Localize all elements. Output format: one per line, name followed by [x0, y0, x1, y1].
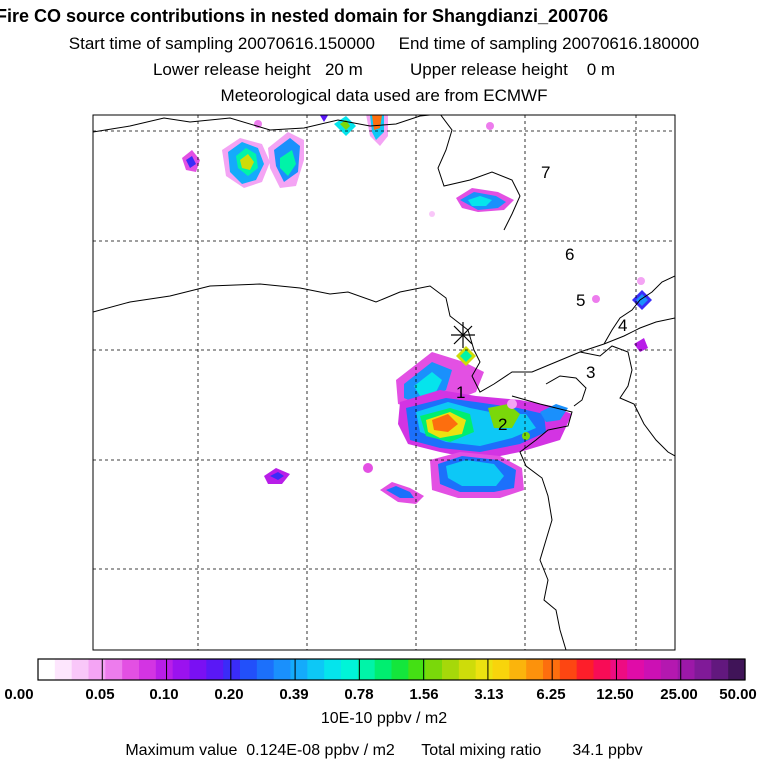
color-bar-swatch: [189, 659, 207, 680]
color-bar-swatch: [694, 659, 712, 680]
end-time-label: End time of sampling: [398, 34, 558, 53]
plume-main: [264, 346, 572, 504]
site-label-2: 2: [498, 415, 507, 434]
tick-label: 6.25: [536, 686, 566, 703]
color-bar-swatch: [71, 659, 90, 680]
color-bar-swatch: [442, 659, 460, 680]
color-bar-swatch: [627, 659, 645, 680]
color-bar-swatch: [408, 659, 426, 680]
plot-title: Fire CO source contributions in nested d…: [0, 6, 609, 26]
tick-label: 0.05: [85, 686, 115, 703]
color-bar-swatch: [155, 659, 174, 680]
release-site-asterisk-icon: [451, 322, 475, 348]
site-label-7: 7: [541, 163, 550, 182]
color-bar-swatch: [139, 659, 157, 680]
color-bar-swatch: [172, 659, 191, 680]
color-bar-swatch: [357, 659, 376, 680]
color-bar-swatch: [88, 659, 106, 680]
color-bar-swatch: [425, 659, 443, 680]
site-labels: 1 2 3 4 5 6 7: [456, 163, 627, 434]
color-bar: [37, 658, 746, 681]
color-bar-swatch: [610, 659, 628, 680]
footer-summary: Maximum value 0.124E-08 ppbv / m2 Total …: [0, 742, 768, 760]
map-frame: [92, 114, 676, 651]
tick-label: 0.20: [214, 686, 244, 703]
color-bar-swatch: [391, 659, 409, 680]
color-bar-swatch: [341, 659, 359, 680]
start-time-value: 20070616.150000: [237, 34, 376, 53]
total-mixing-value: 34.1 ppbv: [572, 742, 643, 759]
color-bar-swatch: [206, 659, 224, 680]
start-time-label: Start time of sampling: [68, 34, 234, 53]
color-bar-swatch: [644, 659, 662, 680]
color-bar-swatch: [324, 659, 342, 680]
color-bar-swatch: [660, 659, 679, 680]
tick-label: 12.50: [596, 686, 634, 703]
color-bar-swatch: [273, 659, 292, 680]
color-bar-swatch: [526, 659, 544, 680]
plume-northwest: [182, 115, 494, 188]
tick-label: 0.78: [344, 686, 374, 703]
sampling-time-line: Start time of sampling 20070616.150000 E…: [0, 34, 768, 54]
color-bar-swatch: [576, 659, 595, 680]
color-bar-swatch: [54, 659, 73, 680]
lower-release-value: 20 m: [324, 60, 363, 79]
tick-label: 1.56: [409, 686, 439, 703]
color-bar-swatch: [223, 659, 241, 680]
color-bar-swatch: [122, 659, 140, 680]
color-bar-swatch: [374, 659, 393, 680]
color-bar-swatch: [677, 659, 696, 680]
color-bar-swatch: [475, 659, 494, 680]
end-time-value: 20070616.180000: [562, 34, 700, 53]
release-height-line: Lower release height 20 m Upper release …: [0, 60, 768, 80]
tick-label: 0.00: [4, 686, 34, 703]
color-bar-swatch: [38, 659, 56, 680]
color-bar-swatch: [711, 659, 729, 680]
plume-east: [592, 277, 652, 352]
tick-label: 0.39: [279, 686, 309, 703]
max-value: 0.124E-08 ppbv / m2: [246, 742, 395, 759]
lower-release-label: Lower release height: [152, 60, 311, 79]
color-bar-unit: 10E-10 ppbv / m2: [320, 710, 448, 727]
site-label-3: 3: [586, 363, 595, 382]
site-label-4: 4: [618, 316, 627, 335]
color-bar-swatch: [458, 659, 477, 680]
color-bar-swatch: [307, 659, 325, 680]
grid: [93, 115, 675, 650]
color-bar-swatch: [559, 659, 578, 680]
color-bar-swatch: [593, 659, 611, 680]
tick-label: 0.10: [149, 686, 179, 703]
color-bar-swatch: [240, 659, 258, 680]
site-label-6: 6: [565, 245, 574, 264]
color-bar-swatch: [105, 659, 123, 680]
site-label-5: 5: [576, 291, 585, 310]
color-bar-swatch: [256, 659, 275, 680]
upper-release-label: Upper release height: [409, 60, 568, 79]
site-label-1: 1: [456, 383, 465, 402]
tick-label: 25.00: [660, 686, 698, 703]
tick-label: 50.00: [719, 686, 757, 703]
color-bar-swatch: [509, 659, 527, 680]
meteorology-source-line: Meteorological data used are from ECMWF: [220, 86, 548, 105]
color-bar-swatch: [492, 659, 510, 680]
color-bar-swatch: [290, 659, 308, 680]
max-value-label: Maximum value: [125, 742, 238, 759]
upper-release-value: 0 m: [586, 60, 616, 79]
total-mixing-label: Total mixing ratio: [421, 742, 542, 759]
coastline: [93, 115, 675, 650]
color-bar-frame: [37, 658, 746, 681]
plume-north-central: [429, 188, 514, 217]
tick-label: 3.13: [474, 686, 504, 703]
color-bar-swatch: [728, 659, 746, 680]
concentration-field: [182, 115, 652, 504]
